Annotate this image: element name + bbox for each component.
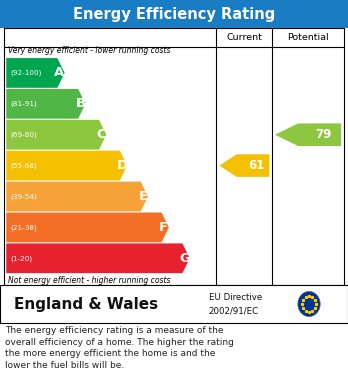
Bar	[4, 28, 344, 285]
Text: (55-68): (55-68)	[10, 162, 37, 169]
Text: Current: Current	[226, 33, 262, 42]
Text: A: A	[54, 66, 65, 79]
Text: Very energy efficient - lower running costs: Very energy efficient - lower running co…	[8, 46, 170, 55]
Polygon shape	[275, 124, 341, 146]
Circle shape	[298, 292, 320, 317]
Text: 61: 61	[248, 159, 265, 172]
Text: 2002/91/EC: 2002/91/EC	[209, 307, 259, 316]
Text: F: F	[159, 221, 168, 234]
Text: C: C	[96, 128, 106, 141]
Text: G: G	[179, 252, 190, 265]
Text: D: D	[117, 159, 128, 172]
Polygon shape	[219, 154, 269, 177]
Text: E: E	[139, 190, 148, 203]
Text: Potential: Potential	[287, 33, 329, 42]
Text: The energy efficiency rating is a measure of the
overall efficiency of a home. T: The energy efficiency rating is a measur…	[5, 326, 234, 370]
Text: Energy Efficiency Rating: Energy Efficiency Rating	[73, 7, 275, 22]
Text: England & Wales: England & Wales	[14, 296, 158, 312]
Bar	[0, 0, 348, 28]
Text: (21-38): (21-38)	[10, 224, 37, 231]
Polygon shape	[6, 120, 106, 150]
Polygon shape	[6, 58, 65, 88]
Text: (69-80): (69-80)	[10, 131, 37, 138]
Text: (81-91): (81-91)	[10, 100, 37, 107]
Polygon shape	[6, 243, 190, 273]
Bar	[0, 285, 348, 323]
Polygon shape	[6, 89, 86, 119]
Polygon shape	[6, 213, 169, 242]
Polygon shape	[6, 181, 148, 211]
Text: Not energy efficient - higher running costs: Not energy efficient - higher running co…	[8, 276, 170, 285]
Text: (39-54): (39-54)	[10, 193, 37, 200]
Text: B: B	[75, 97, 86, 110]
Text: (92-100): (92-100)	[10, 70, 42, 76]
Text: (1-20): (1-20)	[10, 255, 33, 262]
Text: 79: 79	[315, 128, 331, 141]
Text: EU Directive: EU Directive	[209, 293, 262, 302]
Polygon shape	[6, 151, 127, 181]
